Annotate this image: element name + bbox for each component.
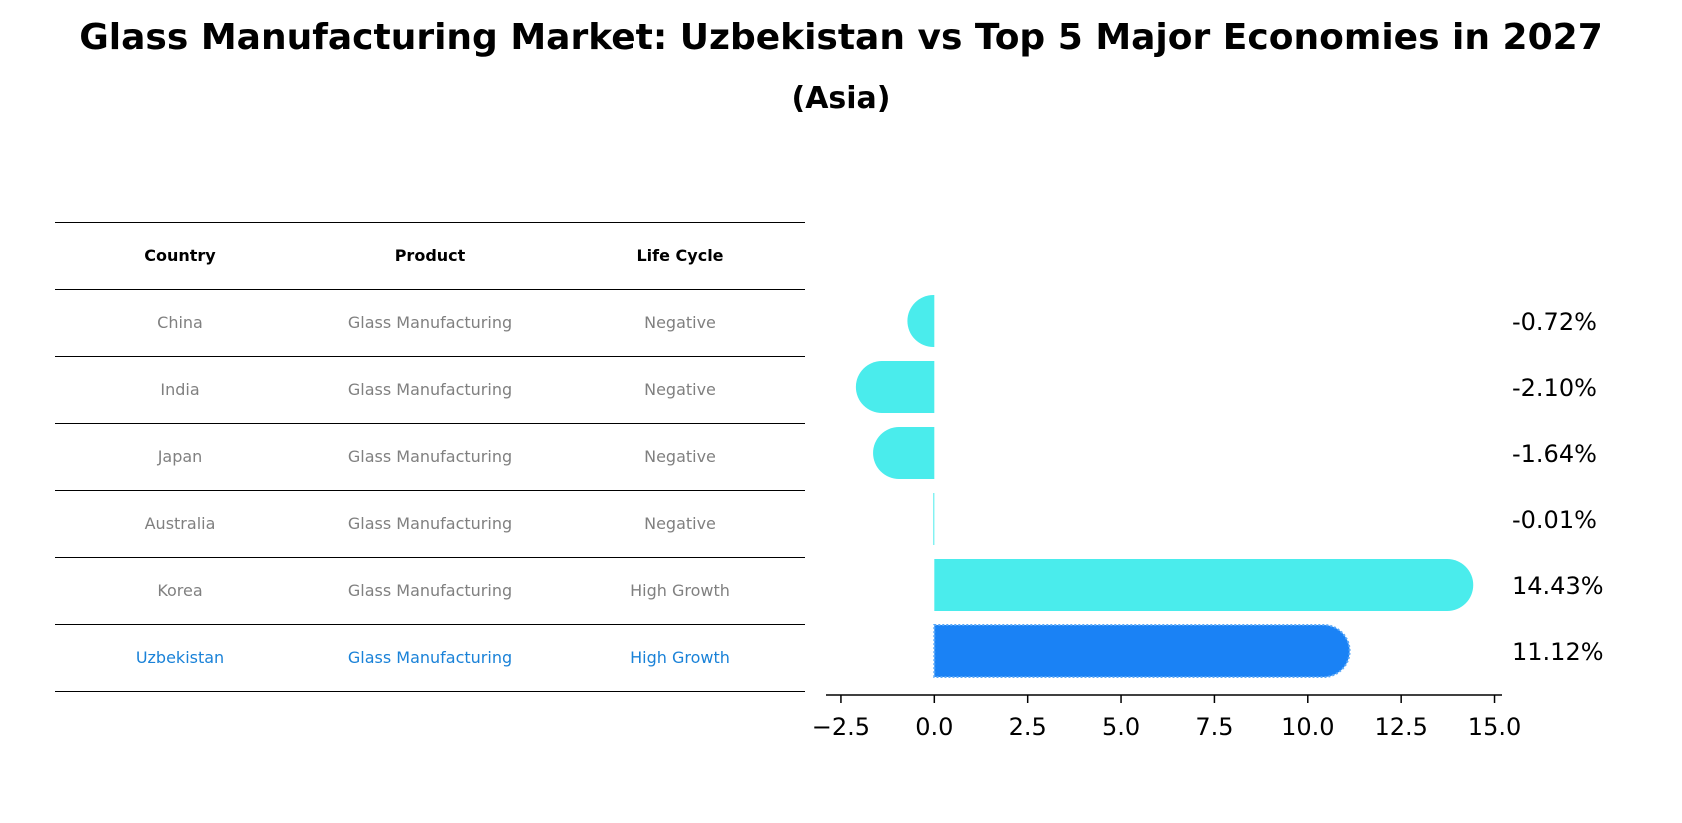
bar-value-label: -2.10% xyxy=(1512,374,1597,402)
header-product: Product xyxy=(394,246,466,265)
bar xyxy=(934,559,1474,611)
bar xyxy=(873,427,935,479)
bar xyxy=(855,361,935,413)
product-cell: Glass Manufacturing xyxy=(347,514,513,533)
product-cell: Glass Manufacturing xyxy=(347,380,513,399)
country-cell: India xyxy=(160,380,200,399)
country-table: Country Product Life Cycle China Glass M… xyxy=(55,222,805,692)
table-header-row: Country Product Life Cycle xyxy=(55,222,805,289)
header-life-cycle: Life Cycle xyxy=(636,246,724,265)
bar-highlight xyxy=(933,624,1351,678)
x-tick-label: 7.5 xyxy=(1195,713,1233,741)
x-tick-label: 5.0 xyxy=(1102,713,1140,741)
table-row-highlight: Uzbekistan Glass Manufacturing High Grow… xyxy=(55,624,805,692)
product-cell: Glass Manufacturing xyxy=(347,648,513,667)
chart-title: Glass Manufacturing Market: Uzbekistan v… xyxy=(79,17,1603,58)
country-cell: Korea xyxy=(157,581,203,600)
x-tick-label: 2.5 xyxy=(1009,713,1047,741)
bar xyxy=(933,493,935,545)
bar-value-label: -0.72% xyxy=(1512,308,1597,336)
life-cycle-cell: Negative xyxy=(644,514,716,533)
table-row: China Glass Manufacturing Negative xyxy=(55,289,805,356)
x-tick-label: 15.0 xyxy=(1468,713,1521,741)
header-country: Country xyxy=(144,246,216,265)
bar-value-label: 14.43% xyxy=(1512,572,1604,600)
table-row: India Glass Manufacturing Negative xyxy=(55,356,805,423)
bar-value-label: -0.01% xyxy=(1512,506,1597,534)
bar xyxy=(907,295,935,347)
x-tick-label: 12.5 xyxy=(1374,713,1427,741)
product-cell: Glass Manufacturing xyxy=(347,313,513,332)
life-cycle-cell: High Growth xyxy=(630,648,730,667)
table-row: Korea Glass Manufacturing High Growth xyxy=(55,557,805,624)
life-cycle-cell: Negative xyxy=(644,313,716,332)
country-cell: Uzbekistan xyxy=(135,648,225,667)
bar-value-label: -1.64% xyxy=(1512,440,1597,468)
bar-value-label: 11.12% xyxy=(1512,638,1604,666)
chart-subtitle: (Asia) xyxy=(791,81,891,116)
life-cycle-cell: Negative xyxy=(644,447,716,466)
x-tick-label: −2.5 xyxy=(812,713,870,741)
life-cycle-cell: High Growth xyxy=(630,581,730,600)
product-cell: Glass Manufacturing xyxy=(347,447,513,466)
product-cell: Glass Manufacturing xyxy=(347,581,513,600)
x-tick-label: 10.0 xyxy=(1281,713,1334,741)
country-cell: Japan xyxy=(157,447,203,466)
country-cell: Australia xyxy=(144,514,216,533)
country-cell: China xyxy=(157,313,203,332)
x-tick-label: 0.0 xyxy=(915,713,953,741)
table-row: Australia Glass Manufacturing Negative xyxy=(55,490,805,557)
table-row: Japan Glass Manufacturing Negative xyxy=(55,423,805,490)
life-cycle-cell: Negative xyxy=(644,380,716,399)
